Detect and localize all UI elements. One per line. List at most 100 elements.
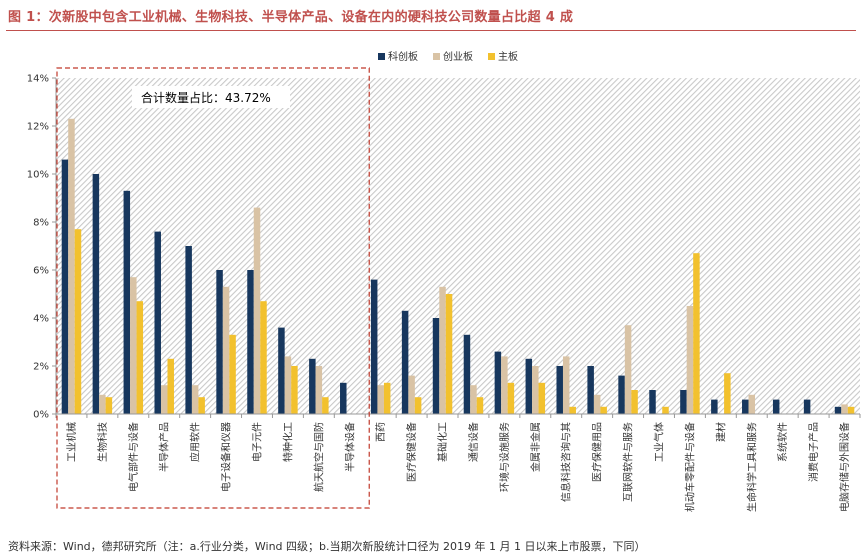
y-axis: 0% 2% 4% 6% 8% 10% 12% 14% — [27, 74, 56, 421]
bar — [463, 334, 471, 414]
bar — [569, 406, 576, 414]
bar — [105, 397, 113, 414]
figure-title: 图 1：次新股中包含工业机械、生物科技、半导体产品、设备在内的硬科技公司数量占比… — [8, 10, 574, 25]
bar — [841, 404, 848, 414]
annotation-text: 合计数量占比：43.72% — [141, 90, 271, 105]
x-tick-label: 信息科技咨询与其 — [560, 422, 573, 502]
bar — [662, 406, 669, 414]
bar — [130, 277, 137, 414]
bar — [222, 286, 230, 414]
y-tick-label: 8% — [33, 218, 49, 229]
bar — [123, 190, 131, 414]
legend-label: 主板 — [498, 50, 518, 63]
x-tick-label: 机动车零配件与设备 — [683, 422, 696, 512]
x-tick-label: 通信设备 — [467, 422, 480, 462]
x-tick-label: 金属非金属 — [529, 422, 542, 472]
bar — [439, 286, 446, 414]
highlight-box — [56, 67, 370, 509]
annotation-background — [132, 86, 290, 108]
bar — [61, 159, 69, 414]
x-tick-label: 电脑存储与外围设备 — [838, 422, 851, 512]
x-tick-label: 特种化工 — [281, 422, 294, 462]
bar — [99, 394, 106, 414]
x-tick-label: 建材 — [714, 422, 727, 442]
x-tick-label: 电子元件 — [251, 422, 264, 462]
bar — [191, 385, 199, 414]
bar — [160, 385, 168, 414]
bar — [247, 270, 254, 414]
bar — [370, 279, 378, 414]
bar — [383, 382, 391, 414]
bar — [92, 174, 100, 414]
x-tick-label: 西药 — [375, 422, 387, 442]
x-tick-label: 电气部件与设备 — [127, 422, 140, 492]
x-tick-label: 半导体产品 — [158, 422, 171, 472]
bar — [401, 310, 409, 414]
x-tick-label: 工业气体 — [653, 422, 666, 462]
bar — [742, 399, 749, 414]
bar — [253, 207, 261, 414]
bar — [494, 351, 502, 414]
bar — [284, 356, 292, 414]
bar — [587, 366, 594, 414]
x-tick-label: 工业机械 — [65, 422, 78, 462]
bar — [291, 366, 298, 414]
bar — [772, 399, 780, 414]
plot-area-background — [56, 78, 860, 414]
bar — [847, 406, 855, 414]
bar — [414, 397, 422, 414]
bar — [507, 382, 515, 414]
source-note: 资料来源：Wind，德邦研究所（注：a.行业分类，Wind 四级；b.当期次新股… — [8, 540, 646, 553]
x-tick-label: 医疗保健用品 — [591, 422, 604, 482]
bar — [408, 375, 415, 414]
legend-swatch — [488, 53, 495, 60]
bar — [445, 294, 453, 414]
bar — [315, 366, 323, 414]
title-divider — [6, 30, 856, 31]
bar — [309, 358, 316, 414]
bar — [476, 397, 484, 414]
bar — [532, 366, 539, 414]
y-tick-label: 10% — [27, 170, 49, 181]
legend-swatch — [433, 53, 440, 60]
x-tick-label: 基础化工 — [436, 422, 449, 462]
x-tick-label: 生命科学工具和服务 — [745, 422, 758, 512]
bar — [322, 397, 329, 414]
legend-swatch — [378, 53, 385, 60]
x-tick-label: 系统软件 — [776, 422, 789, 462]
bar — [154, 231, 161, 414]
x-tick-label: 航天航空与国防 — [312, 422, 325, 492]
bar — [278, 327, 285, 414]
bar — [432, 318, 440, 414]
y-tick-label: 2% — [33, 362, 49, 373]
bar — [618, 375, 625, 414]
bar — [74, 229, 82, 414]
bar-series-layer — [61, 118, 855, 415]
bar — [631, 390, 638, 414]
x-tick-label: 互联网软件与服务 — [622, 422, 635, 502]
bar — [593, 394, 601, 414]
bar — [562, 356, 570, 414]
bar — [136, 301, 144, 414]
legend-label: 创业板 — [443, 50, 473, 63]
bar — [711, 399, 718, 414]
y-tick-label: 12% — [27, 122, 49, 133]
bar — [724, 373, 731, 414]
bar — [216, 270, 223, 414]
x-axis: 工业机械 生物科技 电气部件与设备 半导体产品 应用软件 电子设备和仪器 电子元件 特种化工 航… — [55, 414, 861, 512]
bar — [260, 301, 267, 414]
x-tick-label: 应用软件 — [189, 422, 202, 462]
bar — [525, 358, 533, 414]
bar — [686, 306, 694, 414]
bar — [680, 390, 687, 414]
x-tick-label: 消费电子产品 — [807, 422, 820, 482]
x-tick-label: 医疗保健设备 — [405, 422, 418, 482]
bar — [501, 356, 508, 414]
bar — [229, 334, 236, 414]
legend: 科创板 创业板 主板 — [378, 50, 518, 63]
bar — [198, 397, 205, 414]
y-tick-label: 4% — [33, 314, 49, 325]
bar — [693, 253, 700, 414]
x-tick-label: 生物科技 — [96, 422, 109, 462]
bar — [340, 382, 347, 414]
